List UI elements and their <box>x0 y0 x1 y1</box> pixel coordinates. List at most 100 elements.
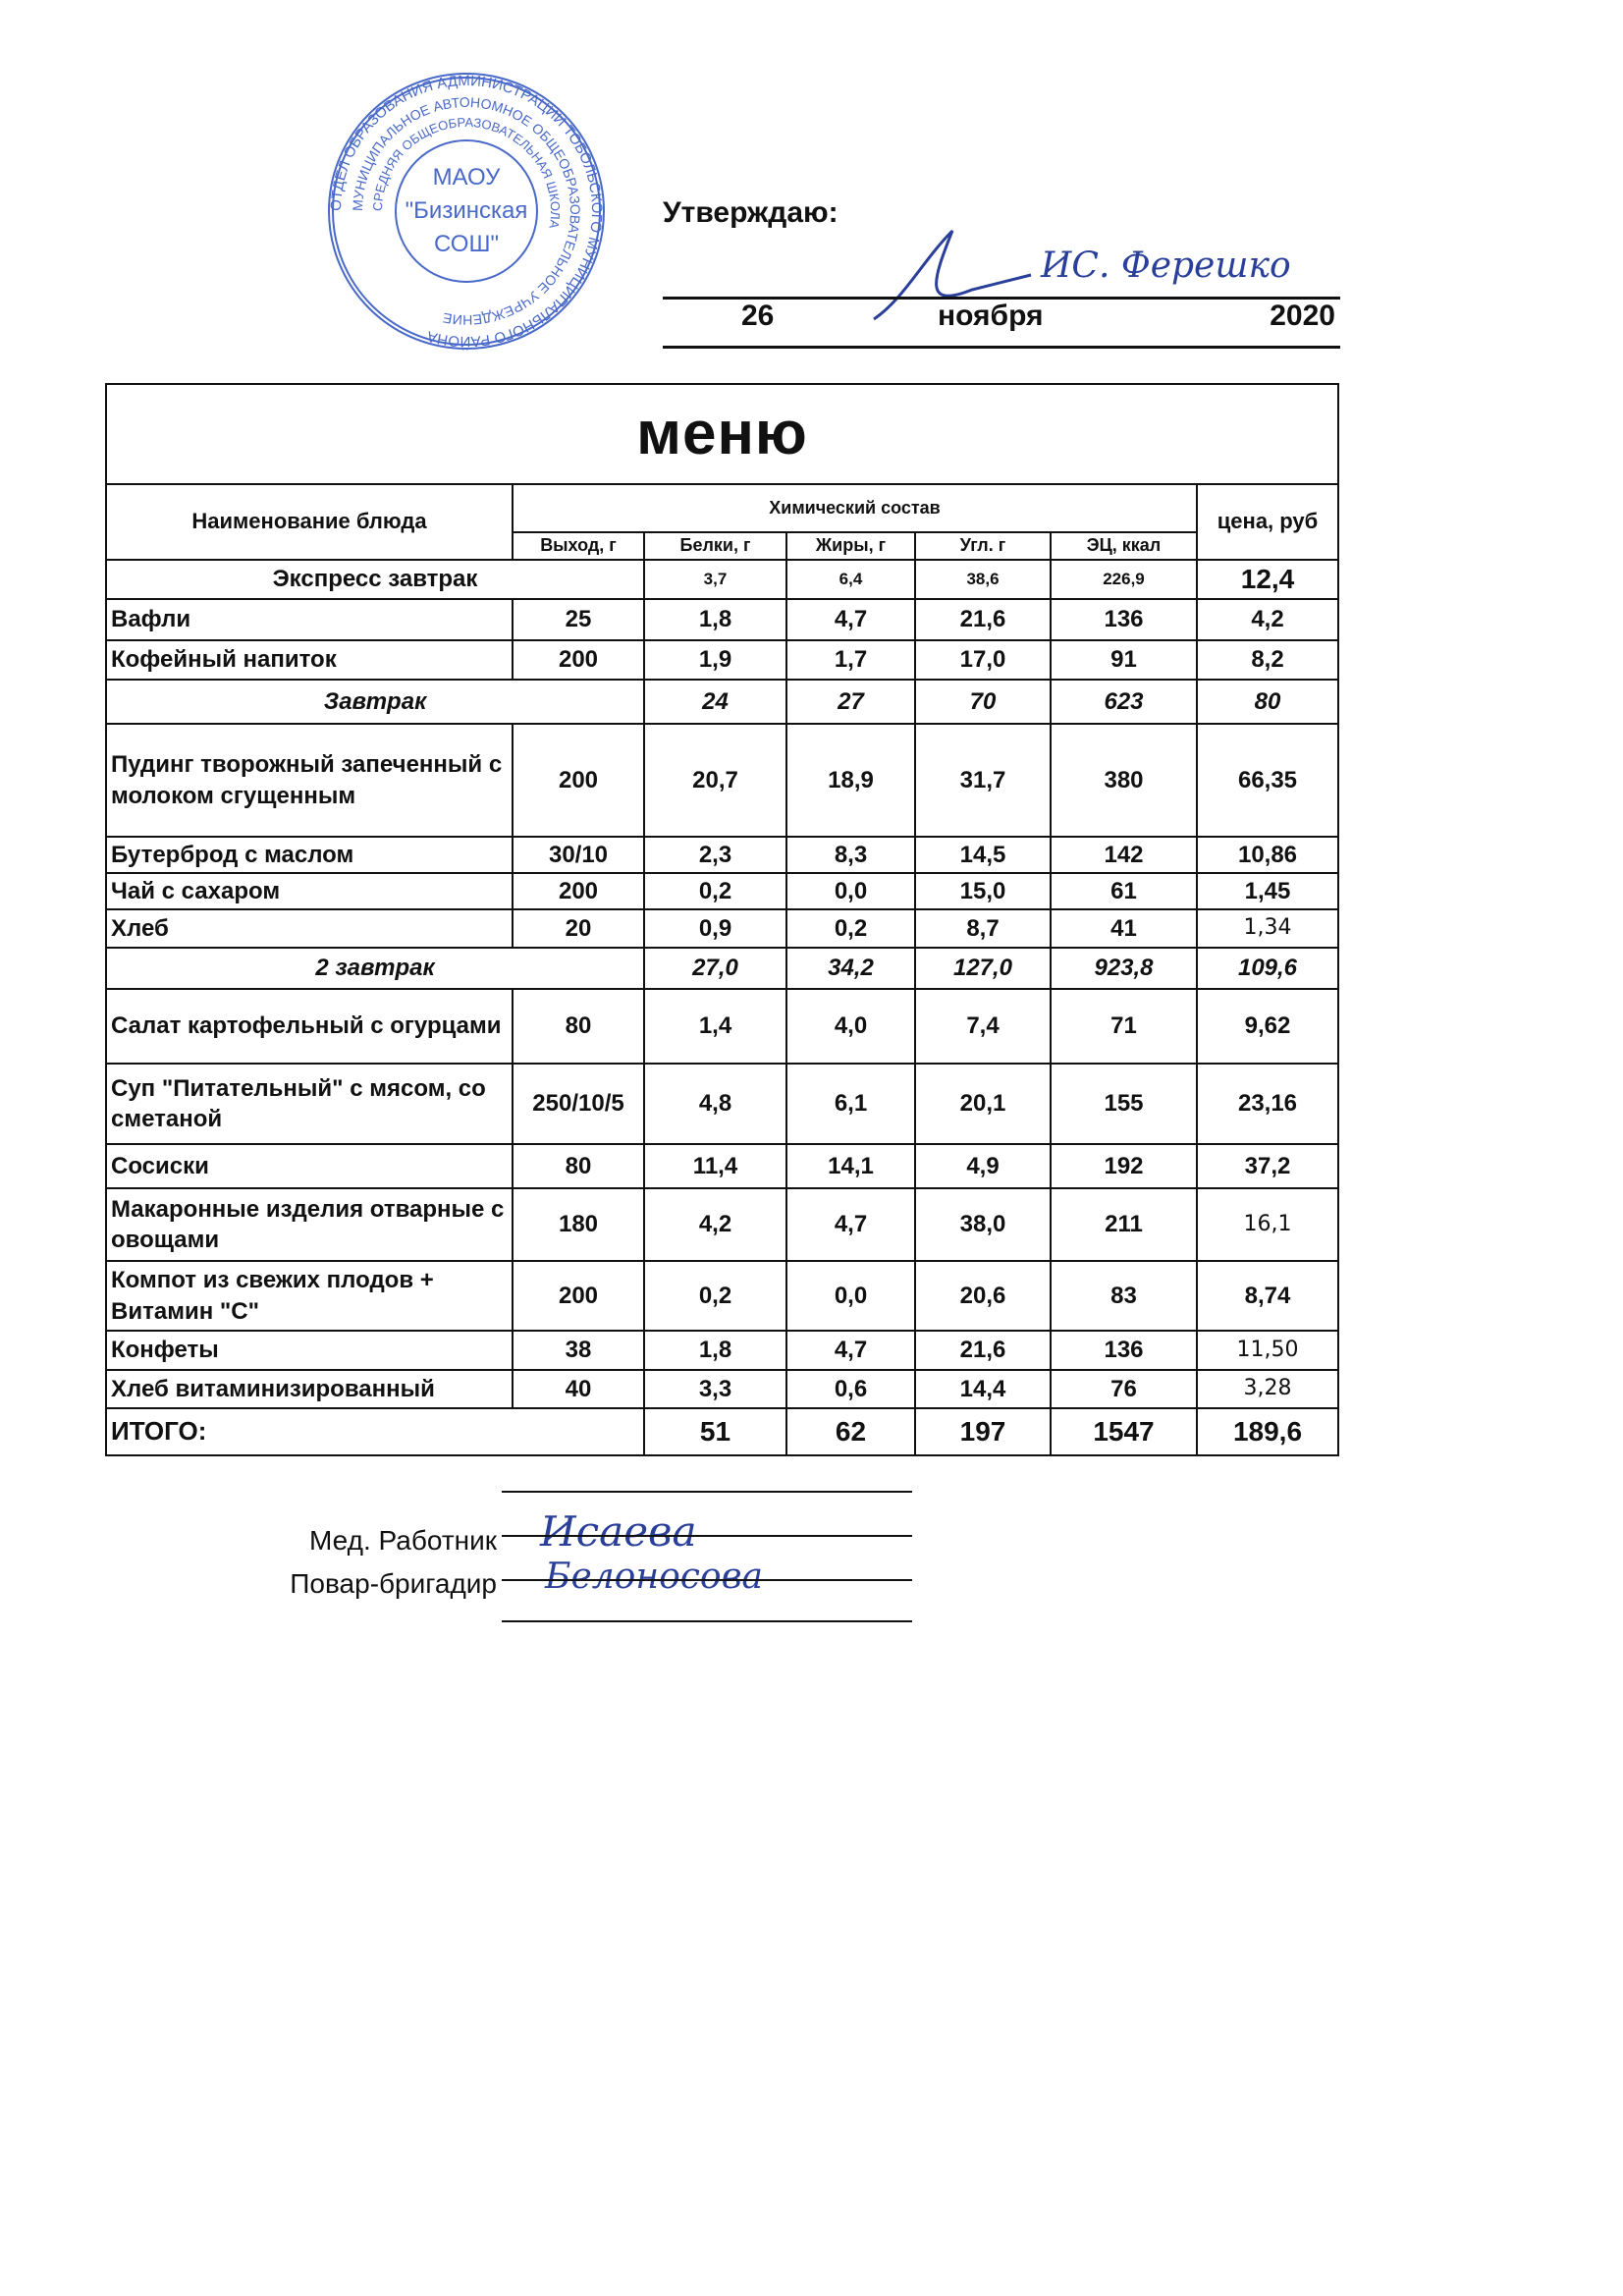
menu-table: меню Наименование блюда Химический соста… <box>104 383 1340 1456</box>
price-cell: 8,2 <box>1195 639 1340 681</box>
table-row: Кофейный напиток 200 1,9 1,7 17,0 91 8,2 <box>105 639 1340 681</box>
protein-cell: 20,7 <box>643 723 787 838</box>
total-row: ИТОГО: 51 62 197 1547 189,6 <box>105 1407 1340 1456</box>
carbs-cell: 20,1 <box>914 1063 1052 1145</box>
protein-cell: 24 <box>643 679 787 725</box>
dish-name: Сосиски <box>105 1143 514 1189</box>
dish-name: Компот из свежих плодов + Витамин "С" <box>105 1260 514 1332</box>
table-row: Компот из свежих плодов + Витамин "С" 200… <box>105 1260 1340 1332</box>
price-cell: 37,2 <box>1195 1143 1340 1189</box>
price-cell: 3,28 <box>1195 1369 1340 1409</box>
protein-cell: 11,4 <box>643 1143 787 1189</box>
dish-name: Хлеб <box>105 908 514 949</box>
protein-cell: 4,2 <box>643 1187 787 1262</box>
header-price: цена, руб <box>1195 483 1340 561</box>
fat-cell: 14,1 <box>785 1143 916 1189</box>
energy-cell: 226,9 <box>1050 559 1198 600</box>
table-row: Хлеб витаминизированный 40 3,3 0,6 14,4 76 3,2… <box>105 1369 1340 1409</box>
dish-name: Суп "Питательный" с мясом, со сметаной <box>105 1063 514 1145</box>
carbs-cell: 31,7 <box>914 723 1052 838</box>
table-row: Сосиски 80 11,4 14,1 4,9 192 37,2 <box>105 1143 1340 1189</box>
protein-cell: 27,0 <box>643 947 787 990</box>
price-cell: 12,4 <box>1195 559 1340 600</box>
approval-date: 26 ноября 2020 <box>663 300 1340 339</box>
signature-cook: Белоносова <box>545 1557 763 1597</box>
protein-cell: 1,9 <box>643 639 787 681</box>
date-underline-top <box>663 297 1340 300</box>
menu-title: меню <box>104 383 1340 485</box>
energy-cell: 136 <box>1050 1330 1198 1371</box>
table-row: Макаронные изделия отварные с овощами 180… <box>105 1187 1340 1262</box>
express-row: Экспресс завтрак 3,7 6,4 38,6 226,9 12,4 <box>105 559 1340 600</box>
carbs-cell: 17,0 <box>914 639 1052 681</box>
energy-cell: 61 <box>1050 872 1198 910</box>
yield-cell: 80 <box>512 988 645 1065</box>
protein-cell: 51 <box>643 1407 787 1456</box>
price-cell: 23,16 <box>1195 1063 1340 1145</box>
yield-cell: 200 <box>512 1260 645 1332</box>
yield-cell: 200 <box>512 872 645 910</box>
fat-cell: 4,7 <box>785 1330 916 1371</box>
energy-cell: 41 <box>1050 908 1198 949</box>
energy-cell: 155 <box>1050 1063 1198 1145</box>
section-row: 2 завтрак 27,0 34,2 127,0 923,8 109,6 <box>105 947 1340 990</box>
yield-cell: 200 <box>512 723 645 838</box>
carbs-cell: 21,6 <box>914 1330 1052 1371</box>
carbs-cell: 38,6 <box>914 559 1052 600</box>
dish-name: Салат картофельный с огурцами <box>105 988 514 1065</box>
price-cell: 109,6 <box>1195 947 1340 990</box>
yield-cell: 40 <box>512 1369 645 1409</box>
fat-cell: 1,7 <box>785 639 916 681</box>
fat-cell: 0,0 <box>785 1260 916 1332</box>
price-cell: 1,45 <box>1195 872 1340 910</box>
date-year: 2020 <box>1270 300 1335 332</box>
price-cell: 1,34 <box>1195 908 1340 949</box>
carbs-cell: 8,7 <box>914 908 1052 949</box>
yield-cell: 250/10/5 <box>512 1063 645 1145</box>
yield-cell: 30/10 <box>512 836 645 874</box>
table-row: Пудинг творожный запеченный с молоком сг… <box>105 723 1340 838</box>
header-yield: Выход, г <box>512 531 645 561</box>
dish-name: 2 завтрак <box>105 947 645 990</box>
stamp-center-3: СОШ" <box>434 231 499 257</box>
stamp-center-1: МАОУ <box>433 164 502 191</box>
fat-cell: 18,9 <box>785 723 916 838</box>
dish-name: Хлеб витаминизированный <box>105 1369 514 1409</box>
energy-cell: 83 <box>1050 1260 1198 1332</box>
yield-cell: 200 <box>512 639 645 681</box>
carbs-cell: 14,5 <box>914 836 1052 874</box>
protein-cell: 1,4 <box>643 988 787 1065</box>
header-carbs: Угл. г <box>914 531 1052 561</box>
price-cell: 4,2 <box>1195 598 1340 641</box>
fat-cell: 34,2 <box>785 947 916 990</box>
director-signature: ИС. Ферешко <box>1041 246 1291 286</box>
fat-cell: 0,2 <box>785 908 916 949</box>
price-cell: 9,62 <box>1195 988 1340 1065</box>
school-stamp: ОТДЕЛ ОБРАЗОВАНИЯ АДМИНИСТРАЦИИ ТОБОЛЬСК… <box>328 73 605 351</box>
yield-cell: 25 <box>512 598 645 641</box>
price-cell: 66,35 <box>1195 723 1340 838</box>
energy-cell: 623 <box>1050 679 1198 725</box>
signature-line-cook-2 <box>502 1620 912 1622</box>
protein-cell: 2,3 <box>643 836 787 874</box>
yield-cell: 180 <box>512 1187 645 1262</box>
dish-name: Макаронные изделия отварные с овощами <box>105 1187 514 1262</box>
fat-cell: 6,1 <box>785 1063 916 1145</box>
yield-cell: 20 <box>512 908 645 949</box>
protein-cell: 0,2 <box>643 872 787 910</box>
carbs-cell: 4,9 <box>914 1143 1052 1189</box>
fat-cell: 4,7 <box>785 598 916 641</box>
fat-cell: 0,6 <box>785 1369 916 1409</box>
energy-cell: 380 <box>1050 723 1198 838</box>
table-row: Хлеб 20 0,9 0,2 8,7 41 1,34 <box>105 908 1340 949</box>
fat-cell: 6,4 <box>785 559 916 600</box>
carbs-cell: 7,4 <box>914 988 1052 1065</box>
header-protein: Белки, г <box>643 531 787 561</box>
energy-cell: 136 <box>1050 598 1198 641</box>
carbs-cell: 38,0 <box>914 1187 1052 1262</box>
table-row: Чай с сахаром 200 0,2 0,0 15,0 61 1,45 <box>105 872 1340 910</box>
energy-cell: 142 <box>1050 836 1198 874</box>
signature-line-medic <box>502 1535 912 1537</box>
fat-cell: 0,0 <box>785 872 916 910</box>
protein-cell: 0,9 <box>643 908 787 949</box>
